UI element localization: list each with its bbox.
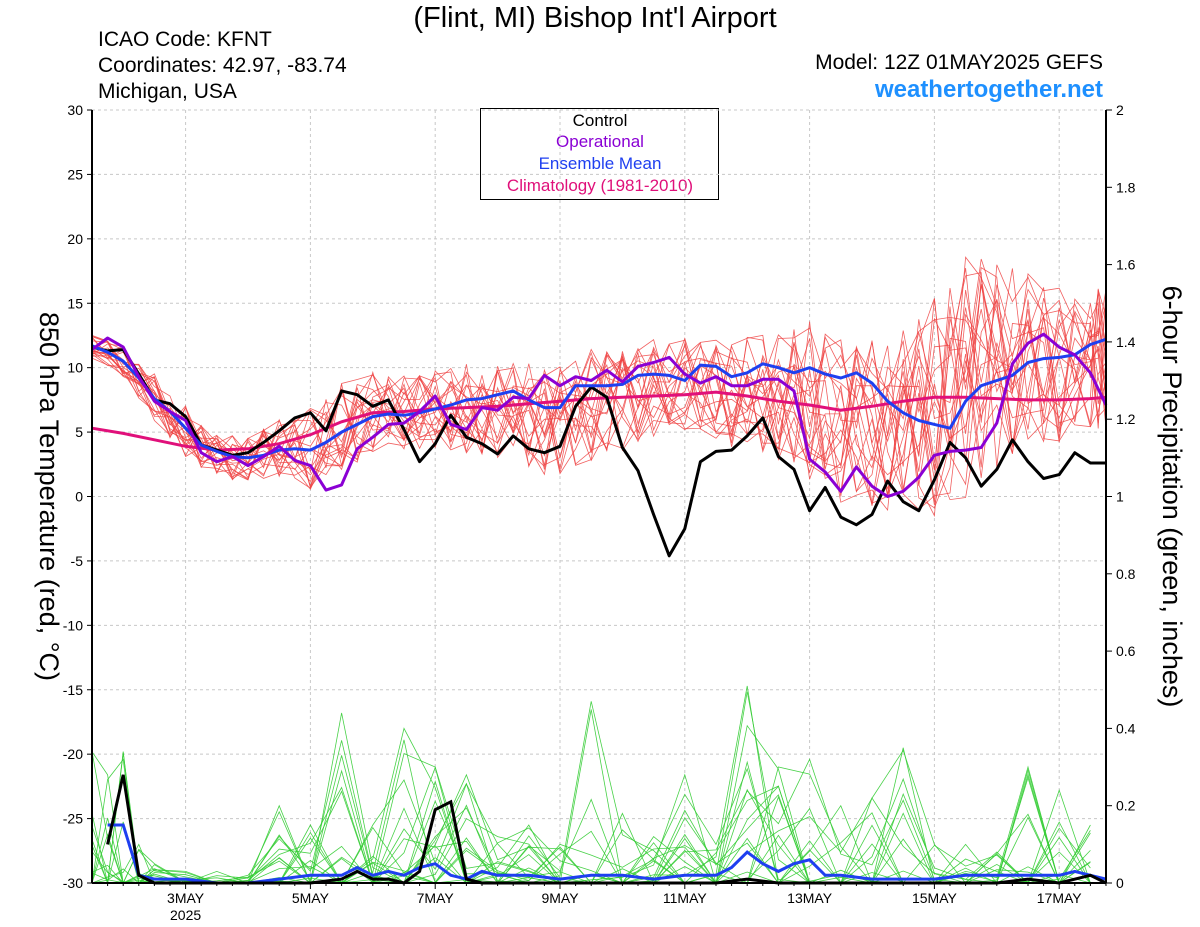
y-tick-label-right: 1.4 [1116, 334, 1136, 350]
precip-member-line [91, 740, 1091, 884]
precip-member-line [91, 751, 1091, 884]
x-tick-sublabel: 2025 [170, 907, 201, 923]
precip-member-line [91, 751, 1091, 885]
y-tick-label-left: -15 [63, 682, 83, 698]
y-tick-label-right: 1 [1116, 489, 1124, 505]
precip-member-line [91, 691, 1091, 885]
temp-member-line [91, 258, 1107, 480]
legend-control: Control [572, 111, 628, 130]
y-tick-label-left: 5 [75, 424, 83, 440]
coordinates: Coordinates: 42.97, -83.74 [98, 54, 347, 77]
precip-member-line [91, 766, 1091, 884]
y-tick-label-right: 0.6 [1116, 643, 1136, 659]
y-tick-label-right: 1.6 [1116, 257, 1136, 273]
chart-title: (Flint, MI) Bishop Int'l Airport [413, 2, 777, 34]
y-tick-label-right: 0.4 [1116, 720, 1136, 736]
y-tick-label-right: 2 [1116, 102, 1124, 118]
y-tick-label-right: 0.8 [1116, 566, 1136, 582]
legend-box [480, 108, 719, 200]
tick-labels: 302520151050-5-10-15-20-25-3021.81.61.41… [34, 102, 1187, 923]
temp-member-line [91, 256, 1107, 493]
y-tick-label-left: 25 [67, 166, 83, 182]
precip-control-line [106, 774, 1107, 885]
x-tick-label: 5MAY [292, 890, 330, 906]
temp-member-line [91, 288, 1107, 477]
precip-member-line [92, 747, 1091, 884]
precip-member-line [91, 752, 1091, 884]
y-axis-label-right: 6-hour Precipitation (green, inches) [1157, 286, 1187, 708]
temp-operational-line [91, 332, 1108, 498]
site-link[interactable]: weathertogether.net [874, 76, 1103, 103]
y-tick-label-left: -10 [63, 617, 83, 633]
y-tick-label-left: 15 [67, 295, 83, 311]
y-tick-label-left: 20 [67, 231, 83, 247]
precip-member-line [91, 751, 1091, 884]
x-tick-label: 13MAY [787, 890, 833, 906]
axes [87, 109, 1112, 889]
precip-member-line [92, 739, 1091, 885]
precip-member-line [91, 727, 1091, 884]
y-tick-label-right: 1.2 [1116, 411, 1136, 427]
y-tick-label-left: -25 [63, 811, 83, 827]
x-tick-label: 17MAY [1037, 890, 1083, 906]
y-tick-label-left: -20 [63, 746, 83, 762]
x-tick-label: 7MAY [417, 890, 455, 906]
y-tick-label-left: -30 [63, 875, 83, 891]
temp-member-lines [91, 256, 1107, 518]
legend-ensemble-mean: Ensemble Mean [538, 154, 662, 173]
model-run: Model: 12Z 01MAY2025 GEFS [815, 51, 1103, 74]
precip-member-line [91, 749, 1091, 884]
precip-member-line [91, 755, 1091, 884]
temp-member-line [91, 273, 1107, 504]
x-tick-label: 15MAY [912, 890, 958, 906]
precip-ensemble-mean-line [107, 823, 1107, 885]
temp-member-line [91, 276, 1107, 497]
y-tick-label-left: 0 [75, 489, 83, 505]
y-tick-label-left: 30 [67, 102, 83, 118]
precip-member-line [91, 712, 1091, 884]
precip-member-line [92, 776, 1091, 884]
x-tick-label: 3MAY [167, 890, 205, 906]
temp-ensemble-mean-line [91, 337, 1107, 460]
precip-member-line [91, 701, 1091, 884]
precip-member-line [92, 773, 1091, 884]
y-tick-label-right: 0 [1116, 875, 1124, 891]
x-tick-label: 11MAY [663, 890, 707, 906]
x-tick-label: 9MAY [541, 890, 579, 906]
y-tick-label-left: -5 [71, 553, 84, 569]
temp-control-line [91, 345, 1106, 558]
y-tick-label-left: 10 [67, 360, 83, 376]
y-axis-label-left: 850 hPa Temperature (red, °C) [34, 312, 64, 681]
precip-member-lines [91, 685, 1091, 885]
icao-code: ICAO Code: KFNT [98, 28, 272, 51]
grid [92, 109, 1106, 884]
precip-member-line [91, 758, 1091, 884]
y-tick-label-right: 1.8 [1116, 179, 1136, 195]
legend-operational: Operational [556, 132, 644, 151]
temp-member-line [91, 292, 1107, 512]
precip-member-line [91, 685, 1091, 884]
precip-member-line [92, 724, 1091, 884]
y-tick-label-right: 0.2 [1116, 798, 1136, 814]
region: Michigan, USA [98, 80, 237, 103]
legend-climatology: Climatology (1981-2010) [506, 176, 694, 195]
